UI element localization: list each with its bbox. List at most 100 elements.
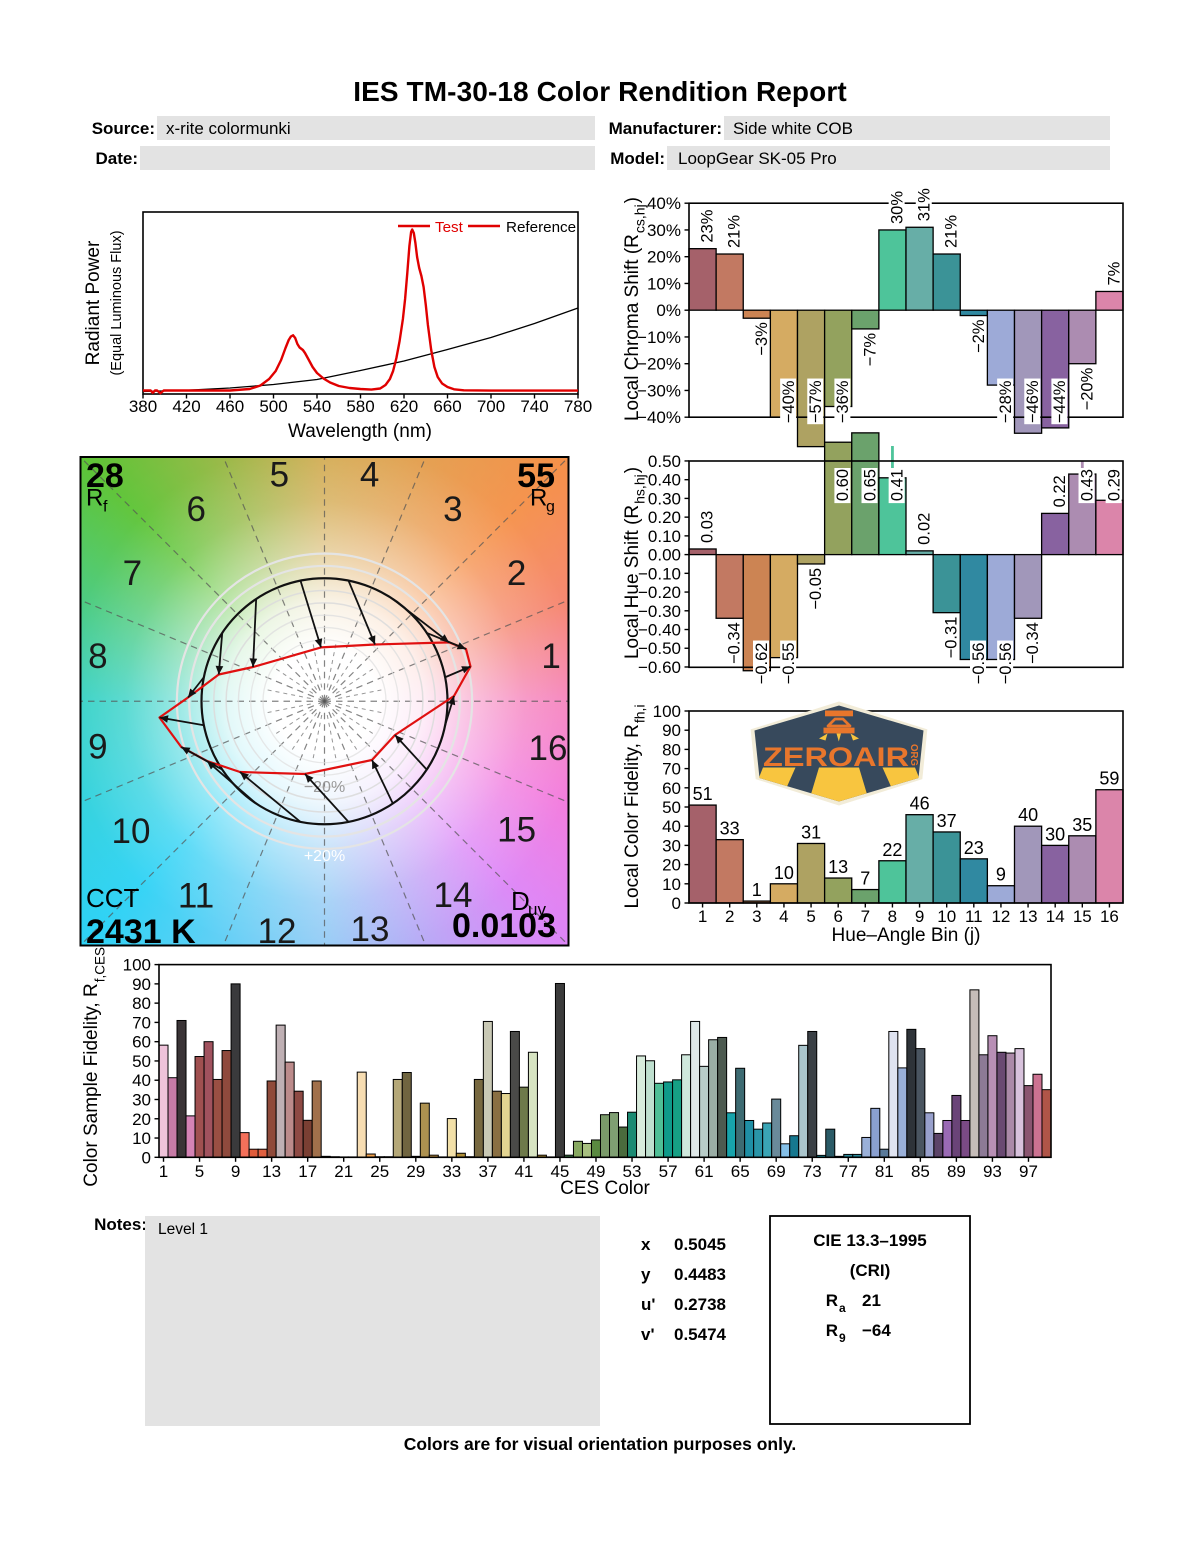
svg-text:−0.55: −0.55 <box>780 643 798 685</box>
svg-text:9: 9 <box>915 907 924 926</box>
svg-text:35: 35 <box>1072 815 1092 835</box>
svg-text:10: 10 <box>774 863 794 883</box>
svg-text:10: 10 <box>937 907 956 926</box>
svg-text:−3%: −3% <box>753 322 771 356</box>
svg-text:620: 620 <box>390 397 418 416</box>
svg-text:−0.60: −0.60 <box>638 658 681 677</box>
svg-text:Local Chroma Shift (R: Local Chroma Shift (R <box>622 234 643 421</box>
svg-text:31: 31 <box>801 823 821 843</box>
svg-text:0.65: 0.65 <box>861 469 879 501</box>
svg-text:46: 46 <box>910 794 930 814</box>
svg-text:77: 77 <box>839 1162 858 1181</box>
svg-text:73: 73 <box>803 1162 822 1181</box>
svg-text:4: 4 <box>779 907 788 926</box>
svg-text:1: 1 <box>159 1162 168 1181</box>
svg-text:0.2738: 0.2738 <box>674 1295 726 1314</box>
svg-text:Model:: Model: <box>610 149 665 168</box>
svg-text:10: 10 <box>132 1129 151 1148</box>
svg-text:0.5474: 0.5474 <box>674 1325 727 1344</box>
svg-text:28: 28 <box>86 457 124 495</box>
svg-text:−40%: −40% <box>637 408 681 427</box>
svg-text:−0.30: −0.30 <box>638 602 681 621</box>
svg-text:0.43: 0.43 <box>1078 469 1096 501</box>
svg-text:41: 41 <box>514 1162 533 1181</box>
svg-text:−28%: −28% <box>997 380 1015 423</box>
svg-text:0.40: 0.40 <box>648 471 681 490</box>
svg-text:7: 7 <box>123 554 142 593</box>
svg-text:−0.05: −0.05 <box>807 568 825 610</box>
svg-text:a: a <box>839 1301 846 1315</box>
svg-text:2: 2 <box>725 907 734 926</box>
svg-text:21: 21 <box>334 1162 353 1181</box>
svg-text:uv: uv <box>528 900 546 919</box>
svg-text:100: 100 <box>653 702 681 721</box>
svg-text:−10%: −10% <box>637 328 681 347</box>
svg-text:Side white COB: Side white COB <box>733 119 853 138</box>
svg-text:−0.56: −0.56 <box>997 643 1015 685</box>
svg-text:4: 4 <box>360 456 379 495</box>
svg-text:0%: 0% <box>656 301 681 320</box>
svg-text:70: 70 <box>132 1013 151 1032</box>
svg-text:Notes:: Notes: <box>94 1215 147 1234</box>
svg-text:33: 33 <box>442 1162 461 1181</box>
svg-text:22: 22 <box>882 840 902 860</box>
svg-text:0.00: 0.00 <box>648 546 681 565</box>
svg-text:0: 0 <box>672 894 681 913</box>
svg-text:37: 37 <box>478 1162 497 1181</box>
svg-text:IES TM-30-18 Color Rendition R: IES TM-30-18 Color Rendition Report <box>353 76 847 107</box>
svg-text:40: 40 <box>662 817 681 836</box>
svg-text:17: 17 <box>298 1162 317 1181</box>
svg-text:25: 25 <box>370 1162 389 1181</box>
svg-text:460: 460 <box>216 397 244 416</box>
svg-text:D: D <box>511 886 530 916</box>
svg-text:540: 540 <box>303 397 331 416</box>
svg-text:0.03: 0.03 <box>699 511 717 543</box>
svg-text:29: 29 <box>406 1162 425 1181</box>
svg-text:0: 0 <box>142 1148 151 1167</box>
svg-text:−0.20: −0.20 <box>638 583 681 602</box>
svg-text:0.22: 0.22 <box>1051 475 1069 507</box>
svg-text:−0.34: −0.34 <box>726 622 744 664</box>
svg-text:50: 50 <box>132 1052 151 1071</box>
svg-text:): ) <box>622 467 643 473</box>
svg-text:0.10: 0.10 <box>648 527 681 546</box>
svg-text:5: 5 <box>270 456 289 495</box>
svg-text:9: 9 <box>839 1331 846 1345</box>
svg-text:660: 660 <box>433 397 461 416</box>
svg-text:30: 30 <box>132 1091 151 1110</box>
svg-text:420: 420 <box>172 397 200 416</box>
svg-text:0.5045: 0.5045 <box>674 1235 726 1254</box>
svg-text:−0.34: −0.34 <box>1024 622 1042 664</box>
svg-text:Test: Test <box>435 219 464 236</box>
svg-text:80: 80 <box>662 740 681 759</box>
svg-text:97: 97 <box>1019 1162 1038 1181</box>
svg-text:5: 5 <box>806 907 815 926</box>
svg-text:60: 60 <box>662 779 681 798</box>
svg-text:Color Sample Fidelity, R: Color Sample Fidelity, R <box>81 983 102 1186</box>
svg-text:51: 51 <box>693 784 713 804</box>
svg-text:−0.31: −0.31 <box>943 617 961 659</box>
svg-text:−0.50: −0.50 <box>638 639 681 658</box>
svg-text:20%: 20% <box>647 248 681 267</box>
svg-text:y: y <box>641 1265 651 1284</box>
svg-text:Manufacturer:: Manufacturer: <box>609 119 722 138</box>
svg-text:10%: 10% <box>647 274 681 293</box>
svg-text:6: 6 <box>833 907 842 926</box>
svg-text:10: 10 <box>662 875 681 894</box>
svg-text:31%: 31% <box>916 188 934 221</box>
svg-text:30: 30 <box>662 836 681 855</box>
svg-text:65: 65 <box>731 1162 750 1181</box>
svg-text:−0.56: −0.56 <box>970 643 988 685</box>
svg-text:21: 21 <box>862 1291 881 1310</box>
svg-text:14: 14 <box>1046 907 1065 926</box>
svg-text:R: R <box>826 1321 838 1340</box>
svg-text:23: 23 <box>964 838 984 858</box>
svg-text:LoopGear SK-05 Pro: LoopGear SK-05 Pro <box>678 149 837 168</box>
svg-text:Colors are for visual orientat: Colors are for visual orientation purpos… <box>404 1434 797 1454</box>
svg-text:v': v' <box>641 1325 655 1344</box>
svg-text:8: 8 <box>88 637 107 676</box>
svg-text:Local Color Fidelity, R: Local Color Fidelity, R <box>622 724 643 908</box>
svg-text:50: 50 <box>662 798 681 817</box>
svg-text:R: R <box>826 1291 838 1310</box>
svg-text:33: 33 <box>720 819 740 839</box>
